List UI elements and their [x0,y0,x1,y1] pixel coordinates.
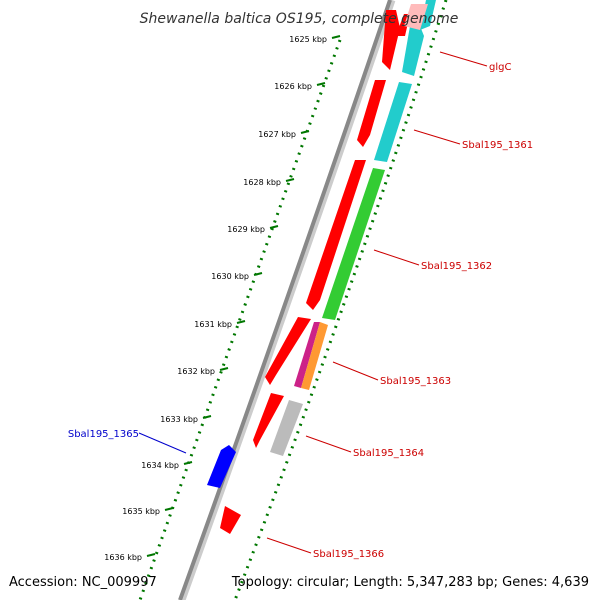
cds-reverse-arrow [207,445,236,488]
tick-label: 1630 kbp [211,272,249,281]
gene-label-leader [266,537,312,554]
inner-dotted-ring [233,0,448,600]
feature-block [420,0,436,30]
tick-mark [253,272,263,276]
gene-label: Sbal195_1364 [353,448,424,459]
tick-mark [316,82,326,86]
feature-block [301,322,328,390]
tick-mark [269,225,279,229]
outer-dotted-ring [138,39,342,600]
tick-mark [183,461,193,465]
gene-label-leader [413,129,461,145]
cds-arrow [220,506,241,534]
genome-summary-text: Topology: circular; Length: 5,347,283 bp… [231,575,589,590]
tick-label: 1634 kbp [141,461,179,470]
tick-label: 1632 kbp [177,367,215,376]
tick-label: 1628 kbp [243,178,281,187]
gene-label-leader [332,361,379,381]
gene-label: Sbal195_1361 [462,140,533,151]
backbone-line [178,0,392,600]
tick-label: 1636 kbp [104,553,142,562]
cds-arrow [382,10,400,70]
gene-label: glgC [489,62,511,73]
feature-block [294,322,320,388]
gene-labels-layer: glgC Sbal195_1361 Sbal195_1362 Sbal195_1363… [68,51,533,560]
gene-label: Sbal195_1363 [380,376,451,387]
gene-label-leader [305,435,352,453]
cds-arrow [357,80,386,147]
feature-block [374,82,412,162]
tick-mark [331,35,341,39]
gene-label-leader [439,51,488,67]
accession-text: Accession: NC_009997 [9,575,157,590]
gene-label: Sbal195_1366 [313,549,384,560]
backbone-layer [178,0,396,600]
cds-arrow [265,317,311,385]
gene-label: Sbal195_1365 [68,429,139,440]
tick-mark [202,415,212,419]
gene-label-leader [373,249,420,266]
map-title: Shewanella baltica OS195, complete genom… [140,11,459,27]
tick-labels-layer: 1625 kbp 1626 kbp 1627 kbp 1628 kbp 1629 kbp… [104,35,341,562]
gene-label-leader [138,432,187,454]
tick-mark [219,367,229,371]
tick-label: 1625 kbp [289,35,327,44]
cds-arrow [253,393,284,448]
feature-block [404,4,428,30]
tick-label: 1631 kbp [194,320,232,329]
tick-mark [146,553,156,557]
feature-block [270,400,303,456]
tick-label: 1633 kbp [160,415,198,424]
tick-mark [300,130,310,134]
cds-arrow [388,14,410,63]
dotted-ticks-layer [138,0,448,600]
features-layer [207,0,436,534]
tick-label: 1629 kbp [227,225,265,234]
tick-label: 1635 kbp [122,507,160,516]
gene-label: Sbal195_1362 [421,261,492,272]
tick-mark [285,178,295,182]
tick-label: 1627 kbp [258,130,296,139]
tick-label: 1626 kbp [274,82,312,91]
feature-block [322,168,385,320]
feature-block [402,26,424,76]
cds-arrow [306,160,366,310]
tick-mark [236,320,246,324]
tick-mark [164,507,174,511]
